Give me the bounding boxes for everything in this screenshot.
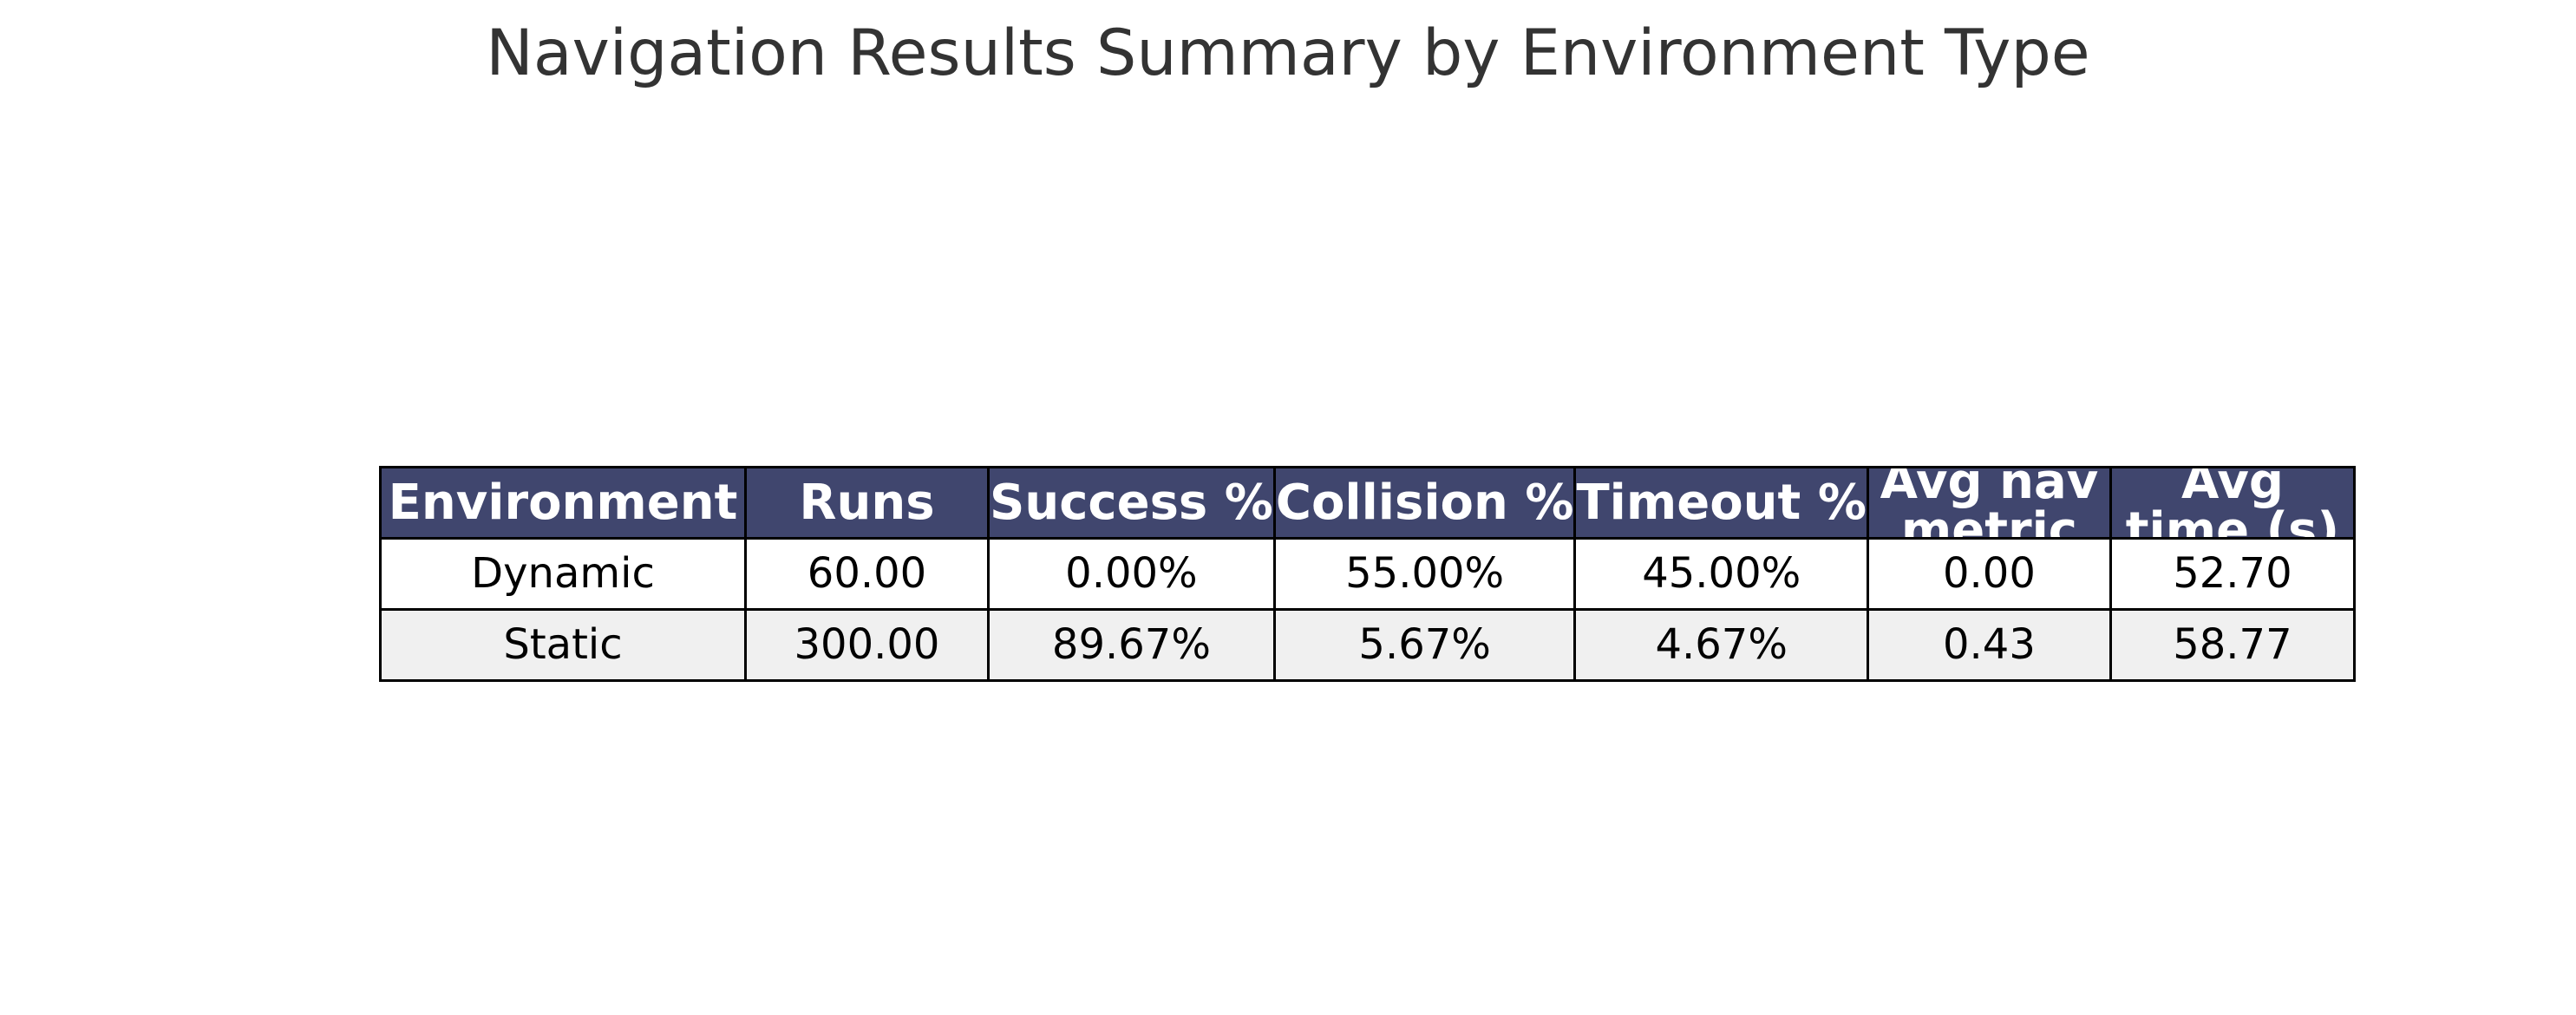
cell-timeout: 45.00% xyxy=(1573,537,1869,611)
cell-success: 89.67% xyxy=(987,608,1276,682)
chart-title: Navigation Results Summary by Environmen… xyxy=(486,16,2090,90)
cell-runs: 60.00 xyxy=(744,537,990,611)
table-row: Static 300.00 89.67% 5.67% 4.67% 0.43 58… xyxy=(379,608,2356,682)
cell-collision: 55.00% xyxy=(1272,537,1577,611)
cell-collision: 5.67% xyxy=(1272,608,1577,682)
results-table: Environment Runs Success % Collision % T… xyxy=(379,466,2356,682)
column-header-avg-time: Avg time (s) xyxy=(2109,466,2356,540)
cell-avg-time: 52.70 xyxy=(2109,537,2356,611)
column-header-avg-nav-metric: Avg nav metric xyxy=(1866,466,2112,540)
cell-runs: 300.00 xyxy=(744,608,990,682)
cell-avg-nav-metric: 0.43 xyxy=(1866,608,2112,682)
cell-timeout: 4.67% xyxy=(1573,608,1869,682)
column-header-environment: Environment xyxy=(379,466,747,540)
table-row: Dynamic 60.00 0.00% 55.00% 45.00% 0.00 5… xyxy=(379,537,2356,611)
cell-environment: Dynamic xyxy=(379,537,747,611)
table-header-row: Environment Runs Success % Collision % T… xyxy=(379,466,2356,540)
cell-success: 0.00% xyxy=(987,537,1276,611)
cell-avg-time: 58.77 xyxy=(2109,608,2356,682)
column-header-collision: Collision % xyxy=(1272,466,1577,540)
column-header-success: Success % xyxy=(987,466,1276,540)
column-header-runs: Runs xyxy=(744,466,990,540)
cell-avg-nav-metric: 0.00 xyxy=(1866,537,2112,611)
column-header-timeout: Timeout % xyxy=(1573,466,1869,540)
cell-environment: Static xyxy=(379,608,747,682)
